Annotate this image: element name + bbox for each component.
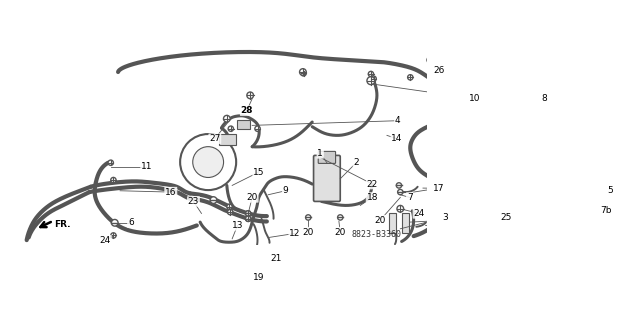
FancyBboxPatch shape: [318, 152, 335, 163]
Text: 27: 27: [209, 134, 221, 143]
Circle shape: [397, 205, 404, 212]
Circle shape: [368, 71, 374, 77]
Text: 3: 3: [443, 213, 449, 222]
Text: 12: 12: [289, 229, 301, 238]
Text: 24: 24: [100, 236, 111, 245]
Circle shape: [371, 76, 376, 81]
Text: 25: 25: [500, 213, 511, 222]
Text: 8823-B3360: 8823-B3360: [351, 230, 402, 240]
Text: 10: 10: [469, 94, 481, 103]
Circle shape: [367, 77, 375, 85]
FancyBboxPatch shape: [314, 155, 340, 201]
Text: 2: 2: [353, 158, 359, 167]
Text: 7b: 7b: [600, 206, 612, 215]
Text: 15: 15: [253, 167, 264, 177]
Circle shape: [246, 216, 251, 221]
Text: 16: 16: [165, 188, 177, 197]
Text: 22: 22: [367, 180, 378, 189]
Circle shape: [111, 233, 116, 238]
Text: 24: 24: [413, 209, 424, 218]
Circle shape: [522, 97, 532, 108]
Text: 21: 21: [271, 254, 282, 263]
FancyBboxPatch shape: [220, 134, 236, 145]
Circle shape: [246, 211, 251, 216]
Circle shape: [427, 57, 434, 63]
Text: 4: 4: [395, 116, 401, 125]
Circle shape: [397, 189, 403, 195]
Text: 18: 18: [367, 193, 378, 202]
Circle shape: [227, 210, 233, 215]
FancyBboxPatch shape: [237, 120, 250, 130]
FancyBboxPatch shape: [389, 213, 396, 233]
Circle shape: [518, 93, 536, 111]
Text: 6: 6: [128, 218, 134, 227]
Text: 20: 20: [374, 216, 386, 225]
Circle shape: [246, 216, 251, 221]
Circle shape: [210, 197, 217, 204]
Circle shape: [227, 204, 232, 210]
Circle shape: [300, 69, 306, 75]
Text: 5: 5: [607, 186, 613, 195]
Text: 11: 11: [141, 162, 152, 171]
Text: 17: 17: [433, 184, 445, 193]
Circle shape: [193, 147, 223, 177]
Text: 1: 1: [317, 149, 323, 158]
Text: 20: 20: [303, 228, 314, 237]
Text: 26: 26: [433, 66, 445, 75]
Circle shape: [111, 177, 116, 183]
Circle shape: [111, 219, 118, 226]
Text: 14: 14: [391, 134, 403, 143]
Circle shape: [223, 115, 230, 122]
Text: 7: 7: [407, 193, 413, 202]
Circle shape: [301, 71, 306, 76]
FancyBboxPatch shape: [403, 213, 409, 233]
Text: 13: 13: [232, 221, 243, 230]
Circle shape: [247, 92, 253, 99]
Circle shape: [396, 183, 402, 188]
Text: 20: 20: [246, 193, 258, 202]
Circle shape: [228, 126, 234, 131]
Circle shape: [108, 160, 113, 166]
Circle shape: [180, 134, 236, 190]
Text: 9: 9: [283, 186, 289, 195]
Text: FR.: FR.: [54, 219, 70, 229]
Circle shape: [305, 215, 311, 220]
Circle shape: [337, 215, 343, 220]
Circle shape: [255, 126, 260, 131]
Text: 8: 8: [541, 94, 547, 103]
Text: 23: 23: [188, 197, 199, 206]
Circle shape: [408, 75, 413, 80]
Text: 19: 19: [253, 273, 264, 282]
Circle shape: [246, 211, 251, 216]
Text: 28: 28: [241, 106, 253, 115]
Text: 20: 20: [335, 228, 346, 237]
